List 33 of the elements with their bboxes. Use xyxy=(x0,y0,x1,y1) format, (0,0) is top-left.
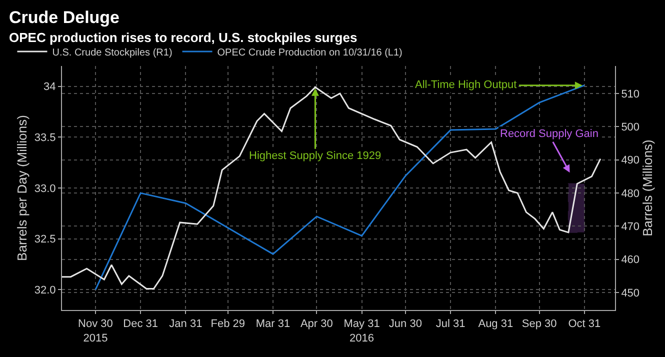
y2-tick-label: 450 xyxy=(621,287,640,300)
y2-tick-label: 460 xyxy=(621,254,640,266)
x-tick-label: Aug 31 xyxy=(478,318,514,330)
x-tick-label: Oct 31 xyxy=(568,318,601,330)
y-tick-label: 33.0 xyxy=(34,182,56,195)
annotation: Highest Supply Since 1929 xyxy=(249,150,382,162)
y-tick-label: 32.0 xyxy=(34,284,56,297)
y2-tick-label: 500 xyxy=(621,122,640,134)
x-tick-label: Sep 30 xyxy=(522,318,557,330)
x-tick-label: Jun 30 xyxy=(388,318,422,330)
y2-axis-title: Barrels (Millions) xyxy=(640,140,656,236)
annotation: Record Supply Gain xyxy=(500,128,598,140)
x-tick-label: Nov 30 2015 xyxy=(78,318,113,344)
x-tick-label: Dec 31 xyxy=(123,318,158,330)
x-tick-label: Feb 29 xyxy=(210,318,246,330)
annotation: All-Time High Output xyxy=(415,79,517,91)
y2-tick-label: 470 xyxy=(621,220,640,233)
x-tick-label: Jan 31 xyxy=(169,318,202,330)
x-tick-label: Jul 31 xyxy=(436,318,466,330)
y2-tick-label: 510 xyxy=(621,88,640,100)
y-tick-label: 32.5 xyxy=(34,234,56,246)
legend-label: OPEC Crude Production on 10/31/16 (L1) xyxy=(217,47,402,58)
x-tick-label: Mar 31 xyxy=(256,318,290,330)
x-tick-label: May 31 2016 xyxy=(344,318,380,344)
y-tick-label: 33.5 xyxy=(34,132,56,144)
chart-title: Crude Deluge xyxy=(9,8,120,27)
y2-tick-label: 490 xyxy=(621,154,640,167)
chart-subtitle: OPEC production rises to record, U.S. stockpiles surges xyxy=(9,30,358,45)
x-tick-label: Apr 30 xyxy=(300,318,333,330)
legend-label: U.S. Crude Stockpiles (R1) xyxy=(52,47,172,58)
y-tick-label: 34 xyxy=(44,81,56,94)
y-axis-title: Barrels per Day (Millions) xyxy=(14,115,30,261)
y2-tick-label: 480 xyxy=(621,188,640,200)
